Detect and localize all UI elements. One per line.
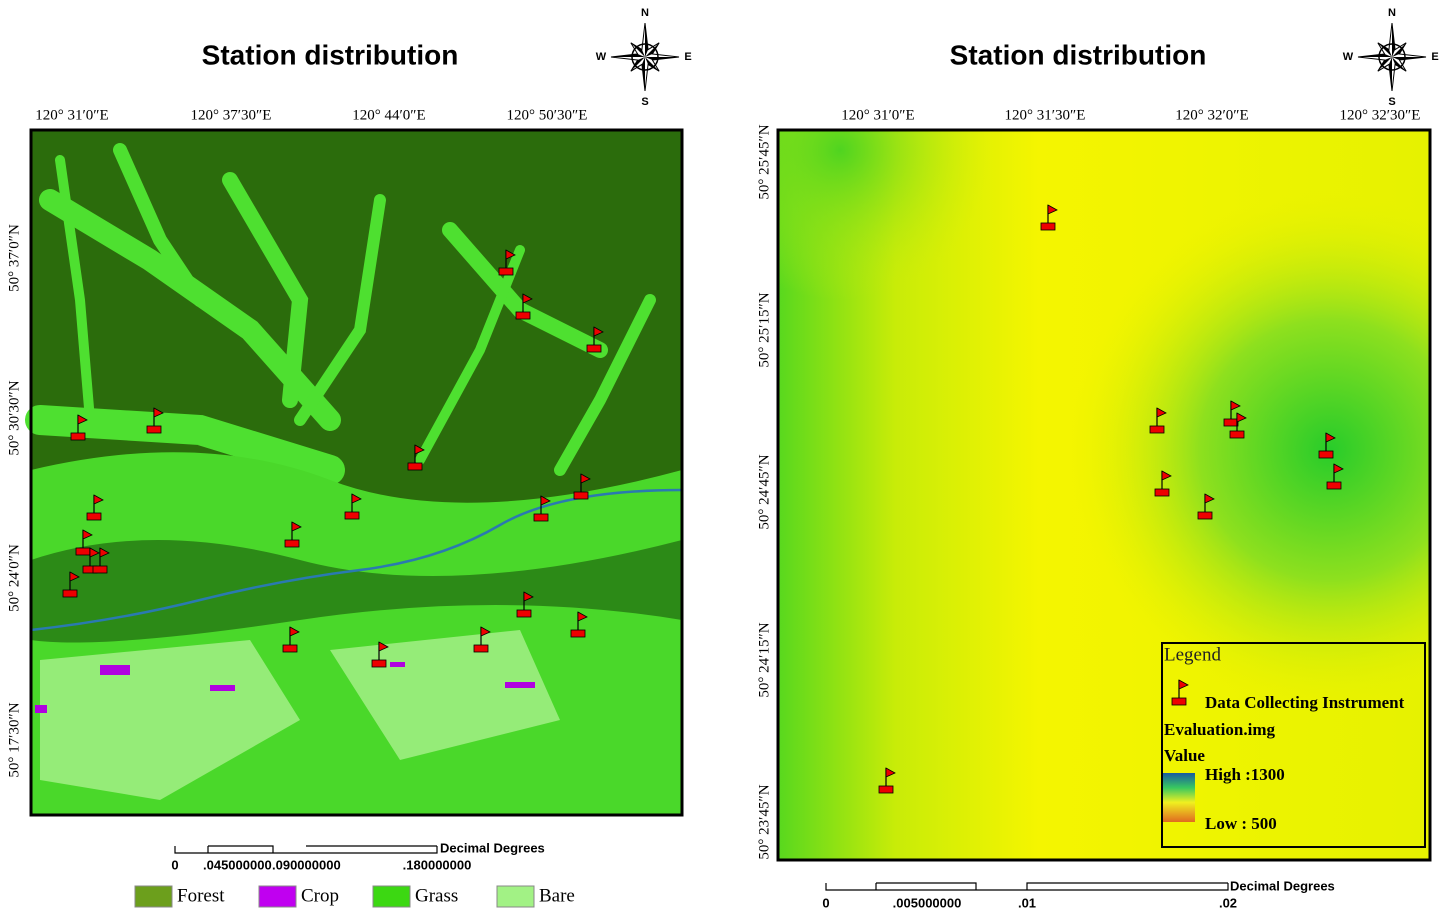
legend-field: Value bbox=[1164, 746, 1205, 765]
legend-label: Forest bbox=[177, 885, 225, 906]
legend-low: Low : 500 bbox=[1205, 814, 1277, 833]
station-marker bbox=[372, 660, 386, 667]
station-marker bbox=[71, 433, 85, 440]
page: Station distribution N S W E 120° 31′0″E 120° … bbox=[0, 0, 1445, 909]
scale-bar bbox=[175, 846, 437, 853]
latitude-label: 50° 24′45″N bbox=[756, 454, 772, 529]
latitude-label: 50° 37′0″N bbox=[6, 224, 22, 292]
station-marker bbox=[1041, 223, 1055, 230]
legend-label: Bare bbox=[539, 885, 575, 906]
station-marker bbox=[63, 590, 77, 597]
map-title: Station distribution bbox=[950, 39, 1207, 70]
station-marker bbox=[499, 268, 513, 275]
raster-shade bbox=[778, 130, 1430, 860]
legend-swatch bbox=[373, 886, 410, 907]
station-marker bbox=[879, 786, 893, 793]
scale-unit: Decimal Degrees bbox=[1230, 878, 1335, 893]
longitude-label: 120° 44′0″E bbox=[352, 107, 425, 123]
map-title: Station distribution bbox=[202, 39, 459, 70]
legend-high: High :1300 bbox=[1205, 765, 1285, 784]
station-marker bbox=[1230, 431, 1244, 438]
legend-label: Grass bbox=[415, 885, 458, 906]
scale-unit: Decimal Degrees bbox=[440, 840, 545, 855]
longitude-label: 120° 32′0″E bbox=[1175, 107, 1248, 123]
station-marker bbox=[87, 513, 101, 520]
scale-label: .045000000 bbox=[203, 857, 272, 872]
latitude-label: 50° 25′15″N bbox=[756, 292, 772, 367]
legend-layer: Evaluation.img bbox=[1164, 720, 1275, 739]
latitude-label: 50° 30′30″N bbox=[6, 380, 22, 455]
legend-swatch bbox=[135, 886, 172, 907]
right-map bbox=[778, 130, 1430, 860]
compass-w: W bbox=[1343, 51, 1354, 63]
scale-label: 0 bbox=[822, 895, 829, 909]
station-marker bbox=[517, 610, 531, 617]
longitude-label: 120° 31′30″E bbox=[1005, 107, 1086, 123]
compass-s: S bbox=[1388, 96, 1395, 108]
compass-e: E bbox=[684, 51, 691, 63]
longitude-label: 120° 31′0″E bbox=[35, 107, 108, 123]
scale-label: 0 bbox=[171, 857, 178, 872]
station-marker bbox=[1327, 482, 1341, 489]
station-marker bbox=[285, 540, 299, 547]
station-marker bbox=[516, 312, 530, 319]
station-marker bbox=[1319, 451, 1333, 458]
color-ramp bbox=[1163, 773, 1195, 822]
compass-e: E bbox=[1431, 51, 1438, 63]
scale-label: .180000000 bbox=[403, 857, 472, 872]
scale-bar bbox=[826, 883, 1228, 890]
legend-swatch bbox=[497, 886, 534, 907]
station-marker bbox=[1198, 512, 1212, 519]
station-marker bbox=[408, 463, 422, 470]
latitude-label: 50° 17′30″N bbox=[6, 702, 22, 777]
station-marker bbox=[587, 345, 601, 352]
scale-label: .01 bbox=[1018, 895, 1036, 909]
legend-station: Data Collecting Instrument bbox=[1205, 693, 1405, 712]
scale-label: .090000000 bbox=[272, 857, 341, 872]
latitude-label: 50° 23′45″N bbox=[756, 784, 772, 859]
station-marker bbox=[1172, 698, 1186, 705]
legend-swatch bbox=[259, 886, 296, 907]
scale-label: .02 bbox=[1219, 895, 1237, 909]
station-marker bbox=[1155, 489, 1169, 496]
station-marker bbox=[147, 426, 161, 433]
longitude-label: 120° 31′0″E bbox=[841, 107, 914, 123]
compass-w: W bbox=[596, 51, 607, 63]
station-marker bbox=[534, 514, 548, 521]
longitude-label: 120° 37′30″E bbox=[191, 107, 272, 123]
station-marker bbox=[474, 645, 488, 652]
left-map bbox=[31, 130, 682, 815]
latitude-label: 50° 24′0″N bbox=[6, 544, 22, 612]
station-marker bbox=[93, 566, 107, 573]
station-marker bbox=[1224, 419, 1238, 426]
compass-n: N bbox=[1388, 7, 1396, 19]
compass-s: S bbox=[641, 96, 648, 108]
latitude-label: 50° 24′15″N bbox=[756, 622, 772, 697]
compass-n: N bbox=[641, 7, 649, 19]
legend-label: Crop bbox=[301, 885, 339, 906]
station-marker bbox=[76, 548, 90, 555]
station-marker bbox=[1150, 426, 1164, 433]
station-marker bbox=[345, 512, 359, 519]
scale-label: .005000000 bbox=[893, 895, 962, 909]
longitude-label: 120° 32′30″E bbox=[1340, 107, 1421, 123]
latitude-label: 50° 25′45″N bbox=[756, 124, 772, 199]
station-marker bbox=[571, 630, 585, 637]
station-marker bbox=[574, 492, 588, 499]
station-marker bbox=[283, 645, 297, 652]
legend-heading: Legend bbox=[1164, 644, 1221, 665]
longitude-label: 120° 50′30″E bbox=[507, 107, 588, 123]
